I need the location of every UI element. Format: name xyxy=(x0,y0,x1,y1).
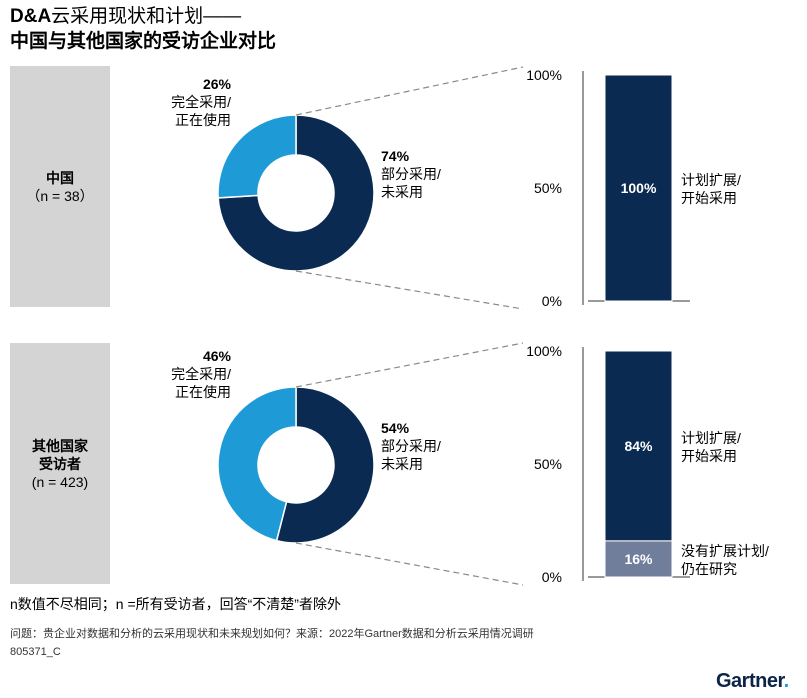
group-n-others: (n = 423) xyxy=(31,473,89,490)
connector-top-china xyxy=(295,66,524,116)
bar-label-others-1-2: 开始采用 xyxy=(681,448,737,464)
bar-tick-others-1: 50% xyxy=(534,456,562,472)
bar-label-china-0-1: 计划扩展/ xyxy=(681,172,741,188)
gartner-logo: Gartner. xyxy=(716,670,789,693)
donut-label-china-full-2: 正在使用 xyxy=(175,112,231,128)
donut-label-others-partial-2: 未采用 xyxy=(381,456,423,472)
donut-label-others-full-1: 完全采用/ xyxy=(171,366,231,382)
group-box-others: 其他国家 受访者 (n = 423) xyxy=(10,343,110,584)
group-label-others-1: 其他国家 xyxy=(32,437,88,454)
bar-tick-others-2: 0% xyxy=(542,569,562,585)
title-prefix: D&A xyxy=(10,6,52,27)
doc-code: 805371_C xyxy=(10,646,61,658)
bar-label-others-0-1: 没有扩展计划/ xyxy=(681,543,769,559)
donut-label-pct-china-partial: 74% xyxy=(381,148,410,164)
group-n-china: （n = 38） xyxy=(26,187,94,204)
chart-title: D&A云采用现状和计划—— 中国与其他国家的受访企业对比 xyxy=(10,4,276,54)
bar-value-others-1: 84% xyxy=(624,438,653,454)
bar-label-others-1-1: 计划扩展/ xyxy=(681,430,741,446)
bar-tick-china-0: 100% xyxy=(526,67,562,83)
footnote: n数值不尽相同；n =所有受访者，回答“不清楚”者除外 xyxy=(10,596,341,612)
donut-label-pct-others-full: 46% xyxy=(203,348,232,364)
logo-text: Gartner xyxy=(716,670,784,692)
connector-bottom-china xyxy=(295,270,524,310)
donut-slice-china-partial xyxy=(217,114,375,272)
title-line2: 中国与其他国家的受访企业对比 xyxy=(10,31,277,52)
bar-label-china-0-2: 开始采用 xyxy=(681,190,737,206)
donut-label-china-partial-1: 部分采用/ xyxy=(381,166,441,182)
connector-top-others xyxy=(295,342,524,388)
bar-label-others-0-2: 仍在研究 xyxy=(681,561,737,577)
source-note: 问题：贵企业对数据和分析的云采用现状和未来规划如何？来源：2022年Gartne… xyxy=(10,628,534,640)
donut-label-china-partial-2: 未采用 xyxy=(381,184,423,200)
bar-tick-china-1: 50% xyxy=(534,180,562,196)
group-label-others-2: 受访者 xyxy=(39,455,81,472)
bar-tick-china-2: 0% xyxy=(542,293,562,309)
bar-segment-others-0 xyxy=(604,540,673,578)
donut-label-china-full-1: 完全采用/ xyxy=(171,94,231,110)
title-line1: 云采用现状和计划—— xyxy=(51,6,242,27)
group-box-china: 中国 （n = 38） xyxy=(10,66,110,307)
bar-value-china-0: 100% xyxy=(621,180,657,196)
connector-bottom-others xyxy=(295,542,524,586)
donut-label-pct-others-partial: 54% xyxy=(381,420,410,436)
bar-segment-others-1 xyxy=(604,350,673,542)
logo-dot: . xyxy=(783,670,790,692)
donut-slice-china-full xyxy=(217,114,297,199)
bar-tick-others-0: 100% xyxy=(526,343,562,359)
donut-label-pct-china-full: 26% xyxy=(203,76,232,92)
bar-value-others-0: 16% xyxy=(624,551,653,567)
donut-slice-others-full xyxy=(217,386,297,542)
bar-segment-china-0 xyxy=(604,74,673,302)
donut-label-others-partial-1: 部分采用/ xyxy=(381,438,441,454)
donut-label-others-full-2: 正在使用 xyxy=(175,384,231,400)
group-label-china: 中国 xyxy=(46,169,74,186)
